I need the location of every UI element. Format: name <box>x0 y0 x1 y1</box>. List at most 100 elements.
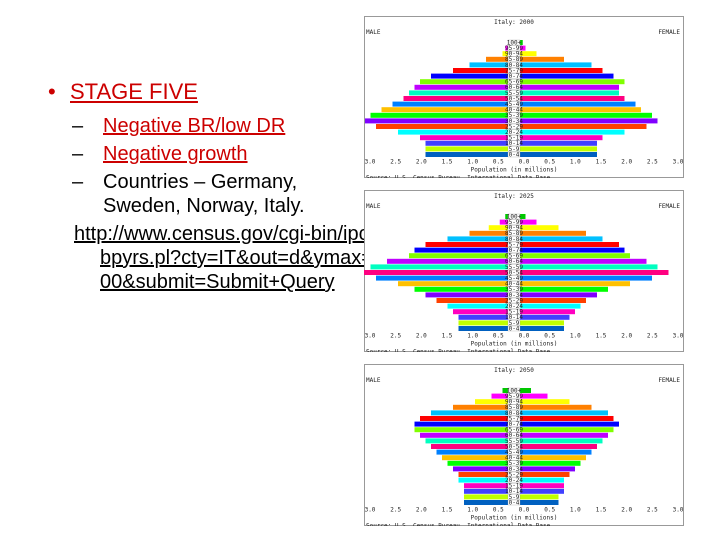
bar-male <box>464 494 508 500</box>
age-label-box <box>507 236 521 242</box>
axis-tick-label: 0.5 <box>544 507 555 514</box>
axis-tick-label: 2.5 <box>647 333 658 340</box>
pyramid-title: Italy: 2025 <box>494 193 534 200</box>
age-label-box <box>507 494 521 500</box>
bar-female <box>520 286 608 292</box>
bar-male <box>409 90 508 96</box>
age-label-box <box>507 281 521 287</box>
bar-male <box>392 101 508 107</box>
pyramid-chart-2000: Italy: 2000 MALE FEMALE 100+95-9990-9485-89… <box>364 16 684 178</box>
age-label: 5-9 <box>509 146 520 153</box>
age-label-box <box>507 466 521 472</box>
age-label: 95-99 <box>505 393 523 400</box>
age-label: 60-64 <box>505 84 523 91</box>
sub-bullet-text: Negative growth <box>103 143 248 165</box>
female-label: FEMALE <box>658 203 680 210</box>
age-label: 35-39 <box>505 286 523 293</box>
age-label-box <box>507 309 521 315</box>
bar-male <box>409 253 508 259</box>
bar-male <box>414 421 508 427</box>
age-label-box <box>507 320 521 326</box>
age-label-box <box>507 79 521 85</box>
axis-xlabel: Population (in millions) <box>471 341 558 348</box>
axis-tick-label: 1.0 <box>467 333 478 340</box>
male-label: MALE <box>366 29 381 36</box>
bar-female <box>520 68 603 73</box>
age-label: 55-59 <box>505 90 523 97</box>
axis-tick-label: 0.5 <box>493 507 504 514</box>
age-label: 80-84 <box>505 62 523 69</box>
axis-xlabel: Population (in millions) <box>471 515 558 522</box>
axis-tick-label: 1.0 <box>570 159 581 166</box>
bar-male <box>458 472 508 477</box>
source-note: Source: U.S. Census Bureau, Internationa… <box>366 349 554 352</box>
bar-male <box>420 416 508 421</box>
sub-bullet-text: Countries – Germany, Sweden, Norway, Ita… <box>103 171 305 217</box>
bar-male <box>458 320 508 326</box>
age-label-box <box>507 432 521 438</box>
age-label: 25-29 <box>505 471 523 478</box>
age-label: 95-99 <box>505 45 523 52</box>
age-label-box <box>507 213 521 220</box>
bar-male <box>398 281 508 287</box>
bar-male <box>488 225 508 231</box>
axis-tick-label: 0.5 <box>493 159 504 166</box>
age-label-box <box>507 325 521 332</box>
age-label-box <box>507 151 521 158</box>
age-label: 45-49 <box>505 101 523 108</box>
bar-female <box>520 118 658 124</box>
age-label: 90-94 <box>505 51 523 58</box>
bar-male <box>431 410 508 416</box>
bar-female <box>520 219 537 225</box>
age-label: 30-34 <box>505 466 523 473</box>
age-label: 100+ <box>507 387 522 394</box>
bar-male <box>425 242 508 247</box>
bar-female <box>520 477 564 483</box>
age-label: 5-9 <box>509 320 520 327</box>
census-link[interactable]: http://www.census.gov/cgi-bin/ipc/idbpyr… <box>74 223 390 293</box>
bar-male <box>499 219 508 225</box>
bar-male <box>387 258 508 264</box>
bar-male <box>376 275 508 281</box>
age-label-box <box>507 477 521 483</box>
bar-male <box>458 477 508 483</box>
age-label-box <box>507 303 521 309</box>
bar-male <box>458 314 508 320</box>
bar-male <box>447 460 508 466</box>
age-label: 75-79 <box>505 67 523 74</box>
bar-female <box>520 236 603 242</box>
axis-tick-label: 2.0 <box>416 159 427 166</box>
age-label: 90-94 <box>505 225 523 232</box>
age-label-box <box>507 404 521 410</box>
bar-female <box>520 416 614 421</box>
bar-female <box>520 388 531 393</box>
age-label-box <box>507 56 521 62</box>
age-label: 0-4 <box>509 499 520 506</box>
bar-female <box>520 393 548 399</box>
age-label: 40-44 <box>505 455 523 462</box>
bar-male <box>464 483 508 489</box>
age-label: 30-34 <box>505 118 523 125</box>
axis-tick-label: 0.5 <box>544 333 555 340</box>
bar-female <box>520 270 669 275</box>
bar-female <box>520 432 608 438</box>
age-label-box <box>507 427 521 433</box>
axis-tick-label: 2.5 <box>390 159 401 166</box>
bar-male <box>425 140 508 146</box>
bar-female <box>520 500 559 505</box>
age-label-box <box>507 393 521 399</box>
age-label-box <box>507 499 521 506</box>
age-label: 15-19 <box>505 135 523 142</box>
age-label-box <box>507 415 521 422</box>
age-label-box <box>507 112 521 118</box>
bar-female <box>520 258 647 264</box>
bar-male <box>475 399 508 405</box>
age-label: 20-24 <box>505 303 523 310</box>
bullet-stage-five: • STAGE FIVE <box>48 80 358 104</box>
age-label-box <box>507 292 521 298</box>
bar-male <box>414 84 508 90</box>
age-label: 40-44 <box>505 281 523 288</box>
sub-bullet: – Negative BR/low DR <box>48 114 358 138</box>
dash-icon: – <box>72 115 84 137</box>
bar-female <box>520 129 625 135</box>
